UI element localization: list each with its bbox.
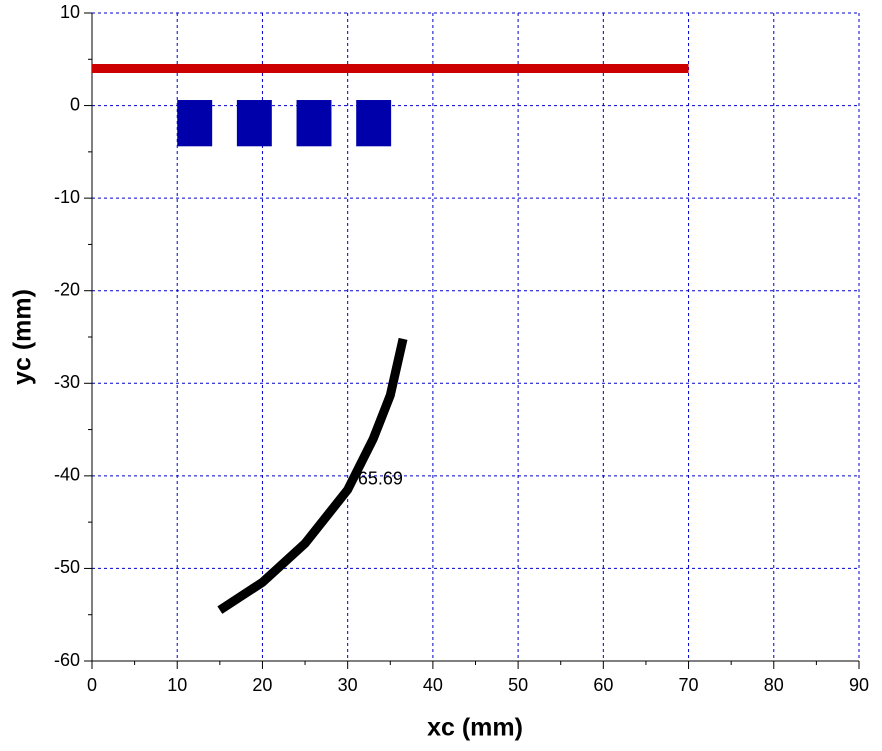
y-tick-label: -50 xyxy=(54,557,80,577)
line xyxy=(217,337,408,614)
y-axis-label: yc (mm) xyxy=(9,289,37,385)
y-tick-label: -10 xyxy=(54,187,80,207)
block xyxy=(296,100,332,147)
x-axis-label: xc (mm) xyxy=(427,714,523,742)
y-tick-label: 10 xyxy=(60,2,80,22)
x-tick-label: 20 xyxy=(252,675,272,695)
y-tick-label: -20 xyxy=(54,279,80,299)
x-tick-label: 80 xyxy=(764,675,784,695)
block xyxy=(356,100,392,147)
x-tick-label: 60 xyxy=(593,675,613,695)
y-tick-label: -40 xyxy=(54,465,80,485)
block xyxy=(236,100,272,147)
x-tick-label: 0 xyxy=(87,675,97,695)
annotation: 65.69 xyxy=(358,468,403,488)
y-tick-label: -30 xyxy=(54,372,80,392)
x-tick-label: 10 xyxy=(167,675,187,695)
x-tick-label: 30 xyxy=(338,675,358,695)
x-tick-label: 40 xyxy=(423,675,443,695)
y-tick-label: 0 xyxy=(70,94,80,114)
y-tick-label: -60 xyxy=(54,650,80,670)
block xyxy=(177,100,213,147)
x-tick-label: 70 xyxy=(679,675,699,695)
x-tick-label: 90 xyxy=(849,675,869,695)
x-tick-label: 50 xyxy=(508,675,528,695)
